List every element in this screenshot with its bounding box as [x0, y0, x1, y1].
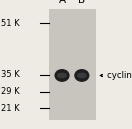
Ellipse shape — [54, 69, 70, 82]
Text: A: A — [58, 0, 66, 5]
Text: 29 K: 29 K — [1, 87, 19, 96]
Bar — [49, 9, 96, 120]
Text: 21 K: 21 K — [1, 104, 19, 113]
Ellipse shape — [57, 72, 67, 78]
Text: 51 K: 51 K — [1, 19, 19, 28]
Ellipse shape — [74, 69, 89, 82]
Text: cyclin D2: cyclin D2 — [107, 71, 132, 80]
Ellipse shape — [77, 72, 87, 78]
Text: 35 K: 35 K — [1, 70, 19, 79]
Text: B: B — [78, 0, 85, 5]
